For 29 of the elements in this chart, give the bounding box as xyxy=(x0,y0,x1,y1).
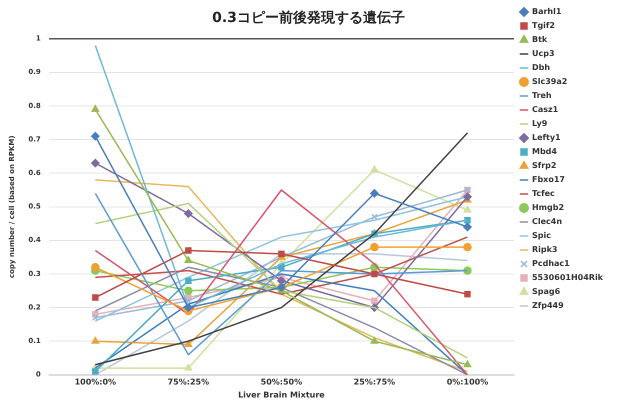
legend-label: Zfp449 xyxy=(532,301,564,310)
legend-label: Mbd4 xyxy=(532,147,558,156)
legend-label: Btk xyxy=(532,35,548,44)
x-tick-label: 100%:0% xyxy=(74,378,116,387)
legend-label: Ripk3 xyxy=(532,245,558,254)
legend-label: 5530601H04Rik xyxy=(532,273,604,282)
x-tick-label: 50%:50% xyxy=(260,378,302,387)
legend-label: Pcdhac1 xyxy=(532,259,570,268)
legend-label: Ly9 xyxy=(532,119,548,128)
legend-label: Clec4n xyxy=(532,217,562,226)
legend-label: Tcfec xyxy=(532,189,556,198)
legend-label: Tgif2 xyxy=(532,21,555,30)
legend-label: Sfrp2 xyxy=(532,161,556,170)
legend-label: Dbh xyxy=(532,63,550,72)
x-tick-label: 25%:75% xyxy=(354,378,396,387)
chart-title: 0.3コピー前後発現する遺伝子 xyxy=(212,10,405,26)
x-tick-label: 0%:100% xyxy=(446,378,488,387)
legend-label: Fbxo17 xyxy=(532,175,565,184)
legend-label: Lefty1 xyxy=(532,133,562,142)
x-axis-title: Liver Brain Mixture xyxy=(238,390,326,400)
legend-label: Slc39a2 xyxy=(532,77,568,86)
legend-label: Spic xyxy=(532,231,552,240)
legend-label: Hmgb2 xyxy=(532,203,564,212)
legend-label: Spag6 xyxy=(532,287,561,296)
legend-label: Treh xyxy=(532,91,552,100)
legend-label: Casz1 xyxy=(532,105,559,114)
legend-label: Ucp3 xyxy=(532,49,555,58)
x-tick-label: 75%:25% xyxy=(168,378,210,387)
legend-label: Barhl1 xyxy=(532,7,562,16)
